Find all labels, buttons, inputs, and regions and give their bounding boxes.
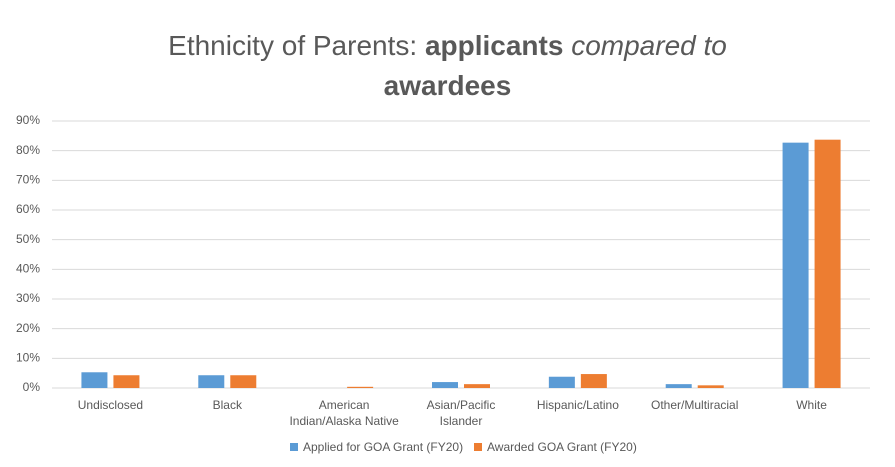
x-tick-label: Hispanic/Latino — [536, 398, 619, 412]
x-tick-label: American Indian/Alaska Native — [289, 398, 399, 428]
bar — [814, 139, 841, 388]
y-tick-label: 10% — [16, 351, 40, 365]
bar — [230, 375, 257, 388]
x-tick-label: White — [796, 398, 827, 412]
x-tick-label: Asian/Pacific Islander — [426, 398, 496, 428]
x-tick-label: Undisclosed — [77, 398, 144, 412]
y-tick-label: 40% — [16, 262, 40, 276]
title-part: Ethnicity of Parents: — [168, 30, 418, 61]
y-tick-label: 70% — [16, 173, 40, 187]
bar — [782, 142, 809, 388]
chart-title: Ethnicity of Parents: applicants compare… — [0, 26, 895, 106]
x-tick-label: Other/Multiracial — [651, 398, 739, 412]
y-tick-label: 0% — [23, 380, 41, 394]
bar — [198, 375, 225, 388]
y-tick-label: 50% — [16, 232, 40, 246]
legend-swatch — [474, 443, 482, 451]
bar — [548, 376, 575, 388]
y-tick-label: 80% — [16, 143, 40, 157]
title-part: awardees — [383, 70, 512, 101]
legend-item: Applied for GOA Grant (FY20) — [290, 440, 463, 454]
bar — [432, 382, 458, 388]
bar — [113, 375, 140, 388]
bar — [697, 385, 724, 388]
y-tick-label: 90% — [16, 113, 40, 127]
x-tick-label: Black — [212, 398, 242, 412]
legend-label: Applied for GOA Grant (FY20) — [303, 440, 464, 454]
legend-label: Awarded GOA Grant (FY20) — [487, 440, 637, 454]
y-tick-label: 20% — [16, 321, 40, 335]
y-tick-label: 30% — [16, 291, 40, 305]
bar — [665, 384, 692, 388]
bar — [464, 384, 490, 388]
bar — [347, 386, 374, 388]
y-tick-label: 60% — [16, 202, 40, 216]
legend-swatch — [290, 443, 298, 451]
title-part: compared to — [571, 30, 727, 61]
legend-item: Awarded GOA Grant (FY20) — [474, 440, 637, 454]
title-part: applicants — [424, 30, 564, 61]
bar — [580, 374, 607, 388]
bar — [81, 372, 108, 388]
